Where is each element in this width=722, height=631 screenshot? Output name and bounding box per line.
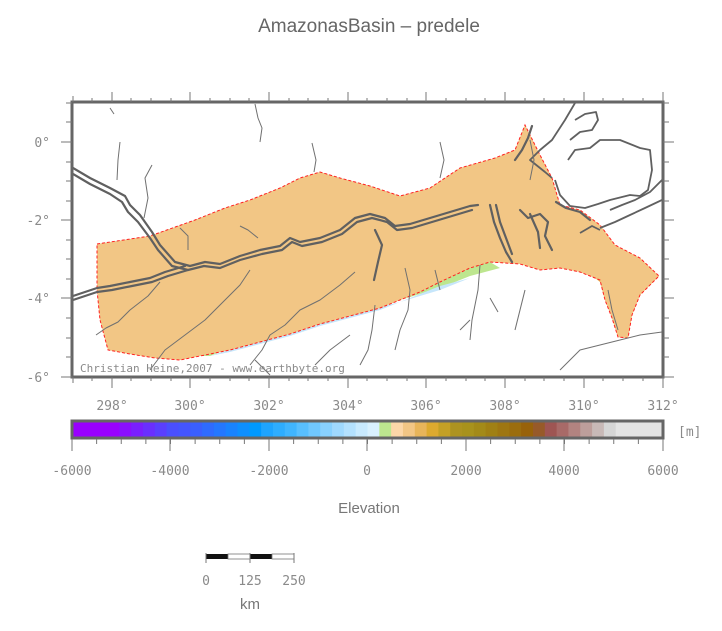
rivers-minor <box>95 103 662 376</box>
svg-text:302°: 302° <box>253 399 284 414</box>
colorbar-swatch <box>261 421 274 438</box>
svg-text:306°: 306° <box>410 399 441 414</box>
scale-bar: 0 125 250 <box>202 553 306 589</box>
colorbar-swatch <box>485 421 499 438</box>
map-credit: Christian Heine,2007 - www.earthbyte.org <box>80 362 345 375</box>
svg-text:-2000: -2000 <box>249 464 288 479</box>
colorbar-swatch <box>72 421 85 438</box>
lat-axis <box>61 102 674 378</box>
colorbar-swatch <box>521 421 534 438</box>
rivers-major <box>73 124 592 302</box>
svg-text:0°: 0° <box>34 136 50 151</box>
colorbar-unit: [m] <box>678 425 701 440</box>
svg-text:4000: 4000 <box>548 464 579 479</box>
svg-text:-6000: -6000 <box>52 464 91 479</box>
colorbar-swatch <box>320 421 333 438</box>
colorbar-swatch <box>308 421 321 438</box>
colorbar-swatch <box>284 421 298 438</box>
colorbar-swatch <box>426 421 440 438</box>
svg-text:0: 0 <box>202 574 210 589</box>
svg-text:-6°: -6° <box>27 371 50 386</box>
lon-axis <box>72 92 664 388</box>
colorbar-swatch <box>651 421 664 438</box>
svg-text:298°: 298° <box>96 399 127 414</box>
colorbar-swatch <box>166 421 179 438</box>
colorbar-swatch <box>438 421 451 438</box>
colorbar-swatch <box>462 421 475 438</box>
colorbar-swatch <box>615 421 629 438</box>
colorbar-swatch <box>249 421 262 438</box>
colorbar-swatch <box>402 421 416 438</box>
colorbar-swatch <box>202 421 215 438</box>
svg-text:310°: 310° <box>568 399 599 414</box>
colorbar-swatch <box>509 421 522 438</box>
colorbar-swatch <box>367 421 380 438</box>
svg-text:6000: 6000 <box>647 464 678 479</box>
svg-text:-2°: -2° <box>27 214 50 229</box>
colorbar-swatch <box>473 421 487 438</box>
colorbar-swatch <box>414 421 428 438</box>
svg-text:308°: 308° <box>489 399 520 414</box>
colorbar-swatch <box>213 421 227 438</box>
colorbar-swatch <box>379 421 392 438</box>
colorbar-swatch <box>497 421 510 438</box>
colorbar-swatch <box>332 421 345 438</box>
svg-text:0: 0 <box>363 464 371 479</box>
colorbar-swatch <box>272 421 286 438</box>
colorbar-swatch <box>603 421 617 438</box>
colorbar-swatch <box>627 421 640 438</box>
colorbar-swatch <box>639 421 652 438</box>
colorbar-swatch <box>107 421 120 438</box>
map-area[interactable]: Christian Heine,2007 - www.earthbyte.org <box>73 103 662 376</box>
map-title: AmazonasBasin – predele <box>258 16 480 37</box>
colorbar-swatch <box>237 421 250 438</box>
lat-tick-labels: 0° -2° -4° -6° <box>27 136 50 386</box>
colorbar-tick-labels: -6000 -4000 -2000 0 2000 4000 6000 <box>52 464 678 479</box>
colorbar-swatch <box>450 421 463 438</box>
svg-text:300°: 300° <box>174 399 205 414</box>
svg-text:250: 250 <box>282 574 305 589</box>
coastline <box>529 103 662 234</box>
colorbar-swatch <box>131 421 144 438</box>
svg-text:312°: 312° <box>647 399 678 414</box>
colorbar-swatch <box>154 421 168 438</box>
scalebar-unit: km <box>240 596 260 613</box>
colorbar-label: Elevation <box>338 500 400 517</box>
colorbar-swatch <box>580 421 593 438</box>
colorbar-swatch <box>556 421 570 438</box>
colorbar-swatch <box>592 421 605 438</box>
colorbar-swatch <box>532 421 546 438</box>
svg-text:-4°: -4° <box>27 292 50 307</box>
svg-text:304°: 304° <box>332 399 363 414</box>
svg-text:2000: 2000 <box>450 464 481 479</box>
colorbar-swatch <box>142 421 156 438</box>
colorbar-swatch <box>544 421 558 438</box>
colorbar-swatch <box>119 421 132 438</box>
colorbar-swatch <box>190 421 203 438</box>
colorbar-swatch <box>95 421 109 438</box>
colorbar-frame <box>70 419 665 440</box>
elevation-colorbar <box>72 421 664 438</box>
colorbar-swatch <box>178 421 191 438</box>
colorbar-swatch <box>343 421 357 438</box>
colorbar-swatch <box>391 421 404 438</box>
colorbar-swatch <box>296 421 309 438</box>
colorbar-swatch <box>568 421 581 438</box>
lon-tick-labels: 298° 300° 302° 304° 306° 308° 310° 312° <box>96 399 678 414</box>
colorbar-swatch <box>355 421 369 438</box>
colorbar-swatch <box>225 421 239 438</box>
svg-text:-4000: -4000 <box>150 464 189 479</box>
colorbar-swatch <box>83 421 97 438</box>
svg-text:125: 125 <box>238 574 261 589</box>
